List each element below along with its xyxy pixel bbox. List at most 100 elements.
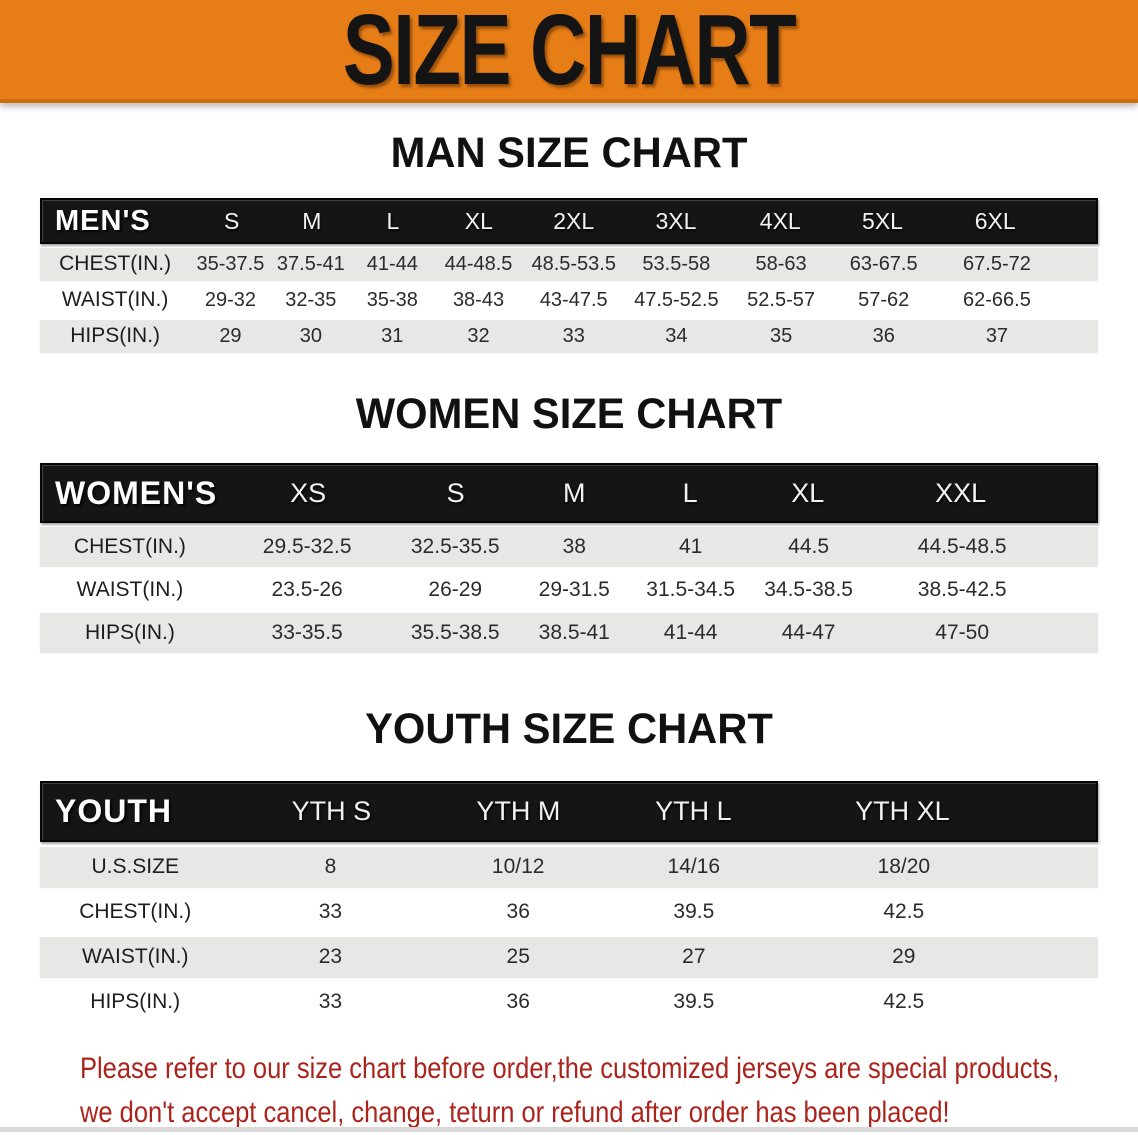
size-table-youth: YOUTH YTH S YTH M YTH L YTH XL U.S.SIZE 8 10/12… bbox=[40, 781, 1098, 1022]
value-cell: 57-62 bbox=[858, 288, 910, 311]
value-cell: 29 bbox=[892, 945, 916, 968]
value-cell: 8 bbox=[324, 855, 337, 878]
value-cell: 37 bbox=[985, 324, 1009, 347]
value-cell: 53.5-58 bbox=[642, 252, 711, 275]
table-header-label: YOUTH bbox=[55, 793, 172, 829]
value-cell: 27 bbox=[682, 945, 706, 968]
value-cell: 35-38 bbox=[366, 288, 418, 311]
value-cell: 63-67.5 bbox=[849, 252, 918, 275]
value-cell: 18/20 bbox=[877, 855, 931, 878]
banner-title: SIZE CHART bbox=[342, 0, 797, 106]
value-cell: 36 bbox=[872, 324, 895, 347]
value-cell: 32 bbox=[467, 324, 490, 347]
size-header-cell: YTH S bbox=[291, 796, 372, 826]
value-cell: 41-44 bbox=[366, 252, 418, 275]
value-cell: 26-29 bbox=[428, 577, 483, 601]
table-row: U.S.SIZE 8 10/12 14/16 18/20 bbox=[40, 847, 1098, 887]
table-row: CHEST(IN.) 33 36 39.5 42.5 bbox=[40, 892, 1098, 932]
size-header-cell: M bbox=[302, 207, 322, 234]
value-cell: 34.5-38.5 bbox=[764, 577, 853, 601]
value-cell: 67.5-72 bbox=[963, 252, 1031, 275]
value-cell: 58-63 bbox=[755, 252, 807, 275]
table-header-label: WOMEN'S bbox=[55, 474, 218, 511]
size-header-cell: 3XL bbox=[655, 207, 697, 234]
size-header-cell: 6XL bbox=[974, 207, 1016, 234]
table-header-row: MEN'S S M L XL 2XL 3XL 4XL 5XL 6XL bbox=[40, 198, 1098, 244]
value-cell: 42.5 bbox=[883, 900, 925, 923]
disclaimer: Please refer to our size chart before or… bbox=[80, 1047, 1098, 1135]
value-cell: 35-37.5 bbox=[196, 252, 265, 275]
disclaimer-line-1: Please refer to our size chart before or… bbox=[80, 1052, 1060, 1085]
value-cell: 44.5-48.5 bbox=[917, 534, 1007, 558]
value-cell: 10/12 bbox=[491, 855, 545, 878]
value-cell: 23.5-26 bbox=[271, 577, 343, 601]
disclaimer-line-2: we don't accept cancel, change, teturn o… bbox=[80, 1096, 950, 1129]
size-header-cell: M bbox=[563, 477, 586, 508]
value-cell: 30 bbox=[299, 324, 322, 347]
row-label: HIPS(IN.) bbox=[90, 990, 181, 1013]
row-label: CHEST(IN.) bbox=[59, 252, 172, 275]
size-header-cell: S bbox=[446, 477, 465, 508]
value-cell: 47-50 bbox=[935, 620, 990, 644]
value-cell: 38-43 bbox=[452, 288, 505, 311]
row-label: WAIST(IN.) bbox=[61, 288, 169, 311]
value-cell: 38.5-41 bbox=[538, 620, 610, 644]
bottom-edge-line bbox=[0, 1127, 1138, 1132]
row-label: U.S.SIZE bbox=[91, 855, 179, 878]
row-label: WAIST(IN.) bbox=[81, 945, 189, 968]
size-header-cell: 5XL bbox=[862, 207, 903, 234]
size-header-cell: YTH XL bbox=[855, 796, 950, 826]
value-cell: 41-44 bbox=[663, 620, 718, 644]
size-table-women: WOMEN'S XS S M L XL XXL CHEST(IN.) 29.5-32.5 32.5… bbox=[40, 463, 1098, 652]
size-header-cell: XXL bbox=[935, 477, 987, 508]
value-cell: 33 bbox=[318, 990, 343, 1013]
section-title-men: MAN SIZE CHART bbox=[390, 129, 748, 177]
value-cell: 39.5 bbox=[673, 900, 715, 923]
row-label: WAIST(IN.) bbox=[76, 577, 184, 601]
size-header-cell: YTH L bbox=[655, 796, 732, 826]
value-cell: 43-47.5 bbox=[539, 288, 608, 311]
value-cell: 44.5 bbox=[788, 534, 830, 558]
value-cell: 25 bbox=[506, 945, 530, 968]
value-cell: 33 bbox=[562, 324, 585, 347]
value-cell: 37.5-41 bbox=[276, 252, 345, 275]
value-cell: 38 bbox=[562, 534, 586, 558]
value-cell: 33 bbox=[318, 900, 343, 923]
section-title-women: WOMEN SIZE CHART bbox=[355, 390, 783, 438]
value-cell: 33-35.5 bbox=[271, 620, 343, 644]
content-area: MAN SIZE CHART MEN'S S M L XL 2XL 3XL 4XL 5XL 6XL… bbox=[0, 132, 1138, 1135]
size-table-men: MEN'S S M L XL 2XL 3XL 4XL 5XL 6XL CHEST(IN.) 35-37… bbox=[40, 198, 1098, 352]
value-cell: 35 bbox=[769, 324, 793, 347]
value-cell: 42.5 bbox=[883, 990, 925, 1013]
row-label: HIPS(IN.) bbox=[85, 620, 175, 644]
table-row: WAIST(IN.) 23 25 27 29 bbox=[40, 937, 1098, 977]
size-header-cell: YTH M bbox=[476, 796, 561, 826]
value-cell: 31.5-34.5 bbox=[646, 577, 736, 601]
size-header-cell: XS bbox=[290, 477, 327, 508]
size-header-cell: S bbox=[224, 207, 240, 234]
value-cell: 31 bbox=[381, 324, 404, 347]
value-cell: 34 bbox=[665, 324, 688, 347]
size-header-cell: L bbox=[682, 477, 698, 508]
table-row: WAIST(IN.) 23.5-26 26-29 29-31.5 31.5-34.5 34… bbox=[40, 570, 1098, 609]
size-chart-banner: SIZE CHART bbox=[0, 0, 1138, 103]
row-label: CHEST(IN.) bbox=[79, 900, 192, 923]
value-cell: 38.5-42.5 bbox=[917, 577, 1007, 601]
size-header-cell: 4XL bbox=[759, 207, 801, 234]
table-row: CHEST(IN.) 35-37.5 37.5-41 41-44 44-48.5 48.5… bbox=[40, 248, 1098, 280]
value-cell: 23 bbox=[318, 945, 343, 968]
value-cell: 48.5-53.5 bbox=[531, 252, 616, 275]
value-cell: 29-32 bbox=[204, 288, 257, 311]
value-cell: 47.5-52.5 bbox=[634, 288, 719, 311]
value-cell: 36 bbox=[506, 900, 530, 923]
value-cell: 41 bbox=[678, 534, 703, 558]
value-cell: 29.5-32.5 bbox=[262, 534, 352, 558]
value-cell: 29 bbox=[219, 324, 242, 347]
value-cell: 35.5-38.5 bbox=[410, 620, 500, 644]
table-row: HIPS(IN.) 29 30 31 32 33 34 35 36 37 bbox=[40, 320, 1098, 352]
table-row: HIPS(IN.) 33 36 39.5 42.5 bbox=[40, 982, 1098, 1022]
size-header-cell: XL bbox=[464, 207, 493, 234]
size-header-cell: L bbox=[386, 207, 400, 234]
row-label: HIPS(IN.) bbox=[70, 324, 161, 347]
value-cell: 39.5 bbox=[673, 990, 715, 1013]
